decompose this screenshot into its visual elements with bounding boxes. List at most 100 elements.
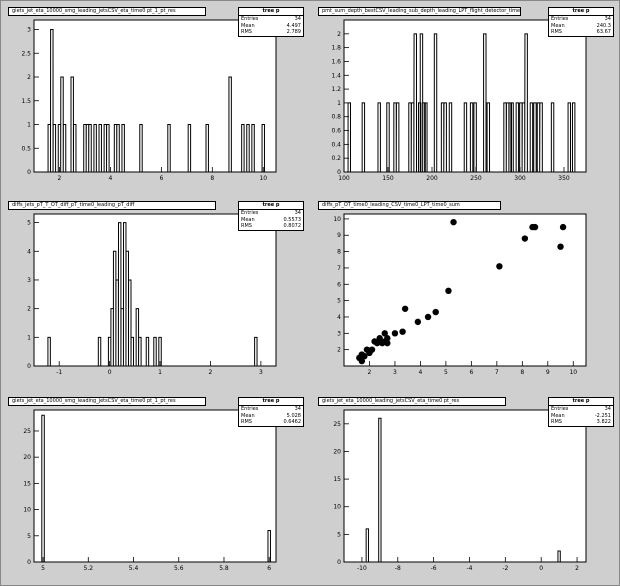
y-tick-label: 9 (337, 232, 341, 239)
y-tick-label: 20 (333, 448, 341, 455)
y-tick-label: 1 (27, 122, 31, 129)
y-tick-label: 1 (337, 100, 341, 107)
histogram-outline (47, 222, 258, 367)
x-tick-label: 0 (539, 565, 543, 572)
y-tick-label: 5 (27, 533, 31, 540)
x-tick-label: 6 (267, 565, 271, 572)
scatter-point (414, 318, 422, 326)
x-tick-label: 1 (158, 369, 162, 376)
pad-2-entries-row: Entries 34 (551, 16, 611, 22)
pad-3-plot: -1 0 1 2 3 0 1 2 3 4 5 (27, 213, 277, 376)
x-tick-label: 2 (575, 565, 579, 572)
x-tick-label: -6 (431, 565, 437, 572)
scatter-point (381, 330, 388, 337)
y-tick-label: 15 (23, 480, 31, 487)
pad-6-mean-row: Mean -2.251 (551, 412, 611, 419)
scatter-point (432, 308, 439, 316)
pad-1-stats-name: tree p (239, 8, 303, 16)
y-tick-label: 4 (27, 248, 31, 255)
y-tick-label: 3 (337, 330, 341, 337)
pad-5-title: giets_jet_eta_10000_smg_leading_jetsCSV_… (8, 397, 206, 406)
scatter-point (521, 235, 529, 242)
scatter-point (531, 223, 539, 231)
histogram-outline (41, 414, 271, 562)
pad-1-entries-row: Entries 34 (241, 16, 301, 22)
y-tick-label: 20 (23, 454, 31, 461)
pad-2-stats-name: tree p (549, 8, 613, 16)
y-tick-label: 1 (27, 334, 31, 341)
x-tick-label: -4 (466, 565, 472, 572)
y-tick-label: 25 (333, 421, 341, 428)
y-tick-label: 0 (27, 559, 31, 566)
y-tick-label: 0.2 (331, 155, 341, 162)
x-tick-label: -1 (56, 369, 62, 376)
pad-3-title: diffs_jets_pT_T_OT_diff_pT_time0_leading… (8, 201, 216, 210)
y-tick-label: 1.6 (331, 58, 341, 65)
pad-1-stats-box: tree p Entries 34 Mean 4.497 RMS 2.789 (238, 7, 304, 37)
pad-3-mean-row: Mean 0.5573 (241, 216, 301, 223)
y-tick-label: 6 (337, 281, 341, 288)
x-tick-label: -8 (395, 565, 401, 572)
y-tick-label: 2 (337, 347, 341, 354)
x-tick-label: 8 (210, 175, 214, 182)
scatter-point (399, 328, 406, 335)
x-tick-label: 100 (338, 175, 350, 182)
pad-5-stats-name: tree p (239, 398, 303, 406)
x-tick-label: 8 (520, 369, 524, 376)
pad-4-title: diffs_pT_OT_time0_leading_CSV_time0_LPT_… (318, 201, 501, 210)
x-tick-label: 250 (470, 175, 482, 182)
y-tick-label: 8 (337, 249, 341, 256)
x-tick-label: 5 (41, 565, 45, 572)
pad-3-entries-row: Entries 34 (241, 210, 301, 216)
x-tick-label: 150 (382, 175, 394, 182)
y-tick-label: 0.5 (21, 145, 31, 152)
scatter-point (496, 263, 503, 270)
pad-6-rms-row: RMS 3.822 (551, 419, 611, 425)
x-tick-label: 2 (368, 369, 372, 376)
pad-6-stats-name: tree p (549, 398, 613, 406)
scatter-point (424, 313, 432, 321)
pad-2-mean-row: Mean 240.3 (551, 22, 611, 29)
pad-5-rms-row: RMS 0.6462 (241, 419, 301, 425)
scatter-point (373, 339, 381, 347)
pad-3-stats-name: tree p (239, 202, 303, 210)
pad-5: 5 5.2 5.4 5.6 5.8 6 0 5 10 15 20 25 giets_jet_eta_1… (4, 394, 306, 580)
pad-5-stats-box: tree p Entries 34 Mean 5.028 RMS 0.6462 (238, 397, 304, 427)
plot-frame (33, 409, 277, 563)
x-tick-label: 5.2 (84, 565, 94, 572)
y-tick-label: 7 (337, 265, 341, 272)
x-tick-label: 4 (109, 175, 113, 182)
x-tick-label: -2 (502, 565, 508, 572)
scatter-point (384, 339, 391, 347)
pad-2-rms-row: RMS 63.67 (551, 29, 611, 35)
scatter-point (384, 335, 391, 342)
x-tick-label: 350 (558, 175, 570, 182)
histogram-outline (365, 417, 561, 562)
y-tick-label: 10 (333, 504, 341, 511)
pad-1-title: giets_jet_eta_10000_smg_leading_jetsCSV_… (8, 7, 206, 16)
y-tick-label: 0 (337, 559, 341, 566)
pad-5-mean-row: Mean 5.028 (241, 412, 301, 419)
scatter-point (358, 357, 366, 365)
x-tick-label: 6 (159, 175, 163, 182)
x-tick-label: 2 (58, 175, 62, 182)
x-tick-label: 0 (108, 369, 112, 376)
x-tick-label: 5 (444, 369, 448, 376)
y-tick-label: 10 (333, 216, 341, 223)
scatter-point (557, 243, 564, 250)
pad-5-plot: 5 5.2 5.4 5.6 5.8 6 0 5 10 15 20 25 (23, 409, 277, 572)
y-tick-label: 5 (337, 531, 341, 538)
plot-frame (33, 19, 277, 173)
y-tick-label: 3 (27, 277, 31, 284)
pad-1: 2 4 6 8 10 0 0.5 1 1.5 2 2.5 3 giets_jet_eta_10000_… (4, 4, 306, 190)
pad-6-stats-box: tree p Entries 34 Mean -2.251 RMS 3.822 (548, 397, 614, 427)
pad-2-stats-box: tree p Entries 34 Mean 240.3 RMS 63.67 (548, 7, 614, 37)
pad-2-plot: 100 150 200 250 300 350 0 0.2 0.4 0.6 0.8 1 1.2 1.4 1.… (331, 19, 587, 182)
y-tick-label: 0.4 (331, 141, 341, 148)
pad-6-entries-row: Entries 34 (551, 406, 611, 412)
y-tick-label: 1.2 (331, 86, 341, 93)
scatter-point (445, 287, 452, 295)
y-tick-label: 15 (333, 476, 341, 483)
pad-3: -1 0 1 2 3 0 1 2 3 4 5 diffs_jets_pT_T_OT_diff_pT_… (4, 198, 306, 384)
